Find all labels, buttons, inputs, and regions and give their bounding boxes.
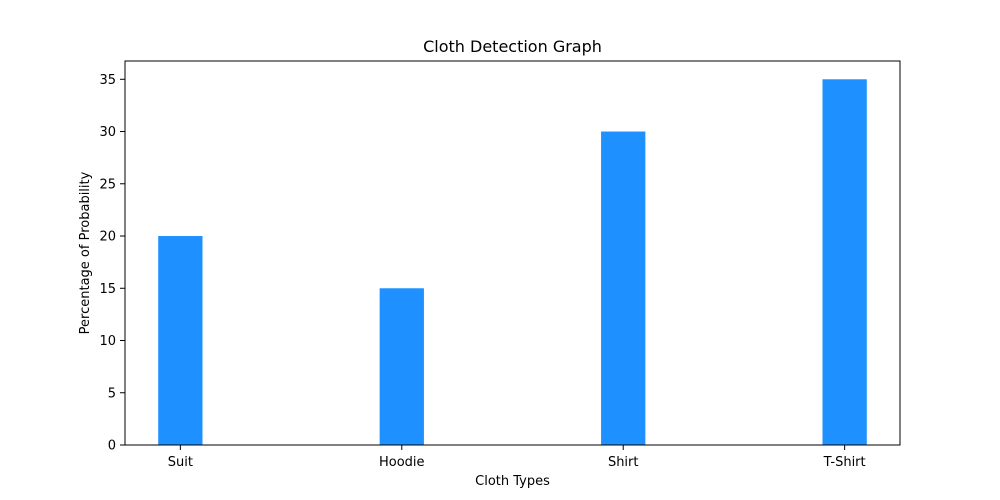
x-tick-label: Shirt [608, 455, 639, 470]
y-tick-label: 25 [99, 177, 116, 192]
axes-frame [124, 60, 901, 446]
y-tick-label: 5 [108, 386, 116, 401]
x-tick-label: Hoodie [379, 455, 425, 470]
y-tick-label: 15 [99, 282, 116, 297]
chart-title: Cloth Detection Graph [423, 37, 602, 56]
y-tick-label: 20 [99, 230, 116, 245]
x-axis-title: Cloth Types [475, 474, 550, 489]
y-tick-label: 35 [99, 73, 116, 88]
y-tick-label: 0 [108, 439, 116, 454]
bar-shirt [601, 131, 646, 445]
x-tick-label: T-Shirt [823, 455, 866, 470]
y-tick-label: 30 [99, 125, 116, 140]
y-axis-title: Percentage of Probability [78, 171, 93, 334]
bar-suit [158, 236, 203, 445]
x-tick-label: Suit [168, 455, 193, 470]
bar-hoodie [379, 288, 424, 445]
y-tick-label: 10 [99, 334, 116, 349]
bar-t-shirt [822, 79, 867, 446]
plot-area: 0 5 10 15 20 25 30 35 Suit Hoodie Shirt T-Shirt [99, 60, 901, 470]
